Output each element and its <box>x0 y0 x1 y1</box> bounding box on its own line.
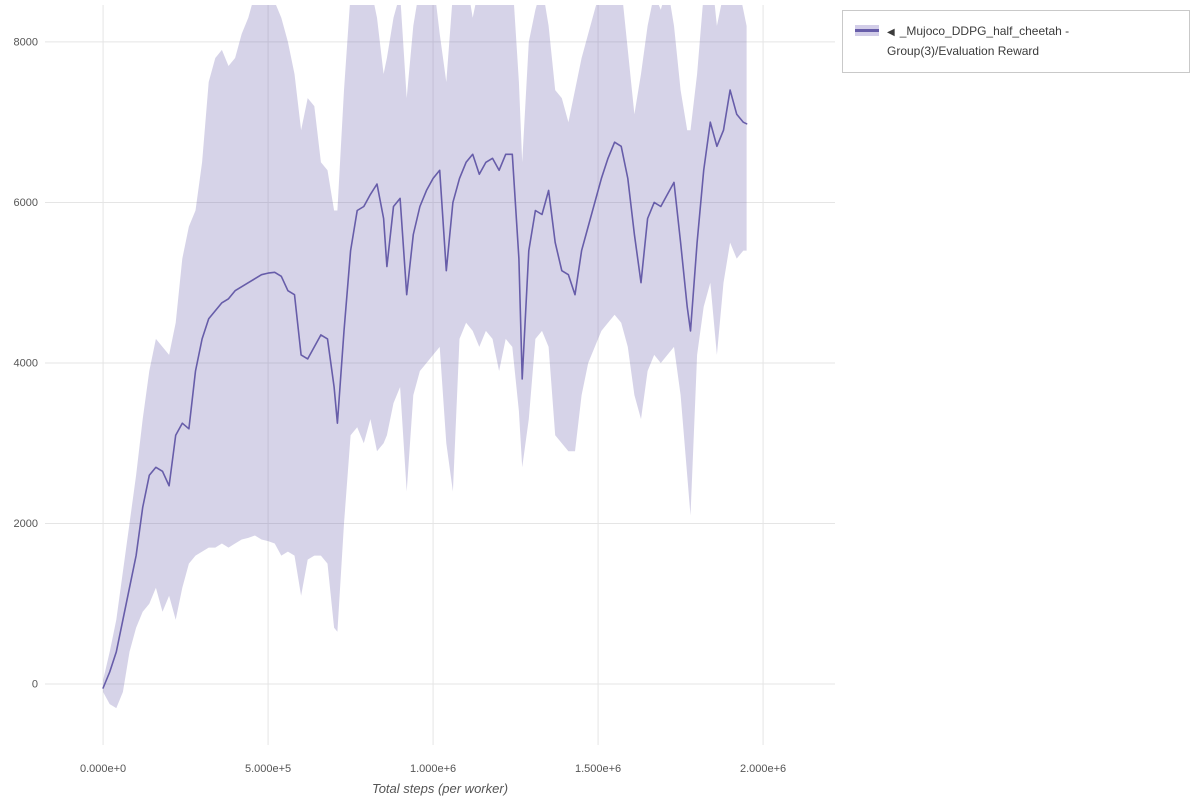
legend-text: ◀ _Mujoco_DDPG_half_cheetah - Group(3)/Ev… <box>887 21 1177 62</box>
series-line <box>102 89 748 689</box>
y-tick-label: 0 <box>32 679 38 691</box>
y-tick-label: 6000 <box>14 197 38 209</box>
x-tick-label: 1.000e+6 <box>410 763 456 775</box>
confidence-band <box>103 5 747 709</box>
x-tick-label: 0.000e+0 <box>80 763 126 775</box>
y-tick-label: 2000 <box>14 518 38 530</box>
legend-item[interactable]: ◀ _Mujoco_DDPG_half_cheetah - Group(3)/Ev… <box>855 21 1177 62</box>
y-tick-label: 8000 <box>14 36 38 48</box>
collapse-arrow-icon[interactable]: ◀ <box>887 27 895 38</box>
x-axis-title: Total steps (per worker) <box>371 781 509 796</box>
legend-swatch-icon <box>855 25 879 36</box>
legend-label: _Mujoco_DDPG_half_cheetah - Group(3)/Eva… <box>887 24 1070 59</box>
y-tick-label: 4000 <box>14 357 38 369</box>
x-tick-label: 2.000e+6 <box>740 763 786 775</box>
x-tick-label: 5.000e+5 <box>245 763 291 775</box>
x-tick-label: 1.500e+6 <box>575 763 621 775</box>
legend: ◀ _Mujoco_DDPG_half_cheetah - Group(3)/Ev… <box>842 10 1190 73</box>
